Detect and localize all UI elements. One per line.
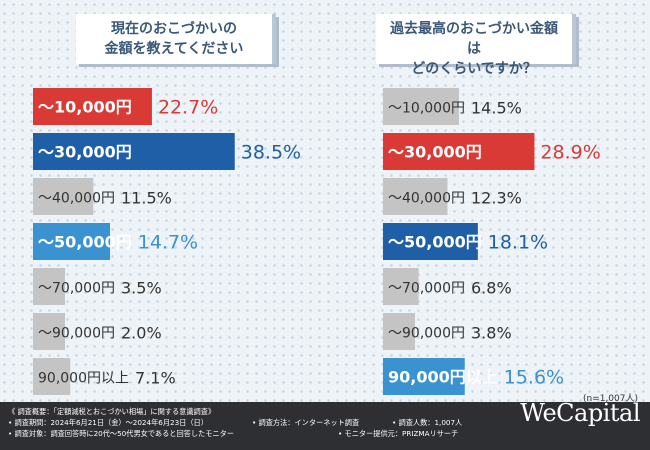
left-value-label-1: 38.5% [241, 142, 301, 164]
right-category-label-3: 〜50,000円 [388, 233, 482, 252]
left-value-label-5: 2.0% [121, 324, 162, 343]
survey-method: • 調査方法：インターネット調査 [252, 417, 359, 428]
right-value-label-4: 6.8% [471, 279, 512, 298]
left-category-label-6: 90,000円以上 [38, 371, 129, 387]
left-value-label-6: 7.1% [135, 369, 176, 388]
right-value-label-3: 18.1% [488, 232, 548, 254]
survey-period: • 調査期間：2024年6月21日（金）〜2024年6月23日（日） [8, 417, 208, 428]
right-category-label-4: 〜70,000円 [388, 281, 465, 297]
right-value-label-2: 12.3% [471, 189, 522, 208]
left-category-label-0: 〜10,000円 [38, 98, 132, 117]
survey-overview: 《 調査概要：「定額減税とおこづかい相場」に関する意識調査》 [8, 406, 215, 417]
right-category-label-1: 〜30,000円 [388, 143, 482, 162]
survey-count: • 調査人数：1,007人 [392, 417, 462, 428]
right-category-label-0: 〜10,000円 [388, 101, 465, 117]
bar-charts: 〜10,000円 22.7% 〜30,000円 38.5% 〜40,000円 11.5% 〜… [0, 0, 650, 400]
right-category-label-5: 〜90,000円 [388, 326, 465, 342]
right-value-label-5: 3.8% [471, 324, 512, 343]
right-value-label-1: 28.9% [540, 142, 600, 164]
left-value-label-2: 11.5% [121, 189, 172, 208]
left-category-label-2: 〜40,000円 [38, 191, 115, 207]
right-category-label-2: 〜40,000円 [388, 191, 465, 207]
left-category-label-5: 〜90,000円 [38, 326, 115, 342]
wecapital-logo: WeCapital [520, 408, 640, 419]
left-value-label-0: 22.7% [158, 97, 218, 119]
right-value-label-0: 14.5% [471, 99, 522, 118]
survey-provider: • モニター提供元：PRIZMAリサーチ [338, 428, 458, 439]
right-value-label-6: 15.6% [504, 367, 564, 389]
left-category-label-3: 〜50,000円 [38, 233, 132, 252]
left-category-label-1: 〜30,000円 [38, 143, 132, 162]
right-category-label-6: 90,000円以上 [388, 368, 498, 387]
left-value-label-4: 3.5% [121, 279, 162, 298]
survey-target: • 調査対象：調査回答時に20代〜50代男女であると回答したモニター [8, 428, 234, 439]
survey-footer: 《 調査概要：「定額減税とおこづかい相場」に関する意識調査》 • 調査期間：20… [0, 402, 650, 450]
left-category-label-4: 〜70,000円 [38, 281, 115, 297]
left-value-label-3: 14.7% [138, 232, 198, 254]
